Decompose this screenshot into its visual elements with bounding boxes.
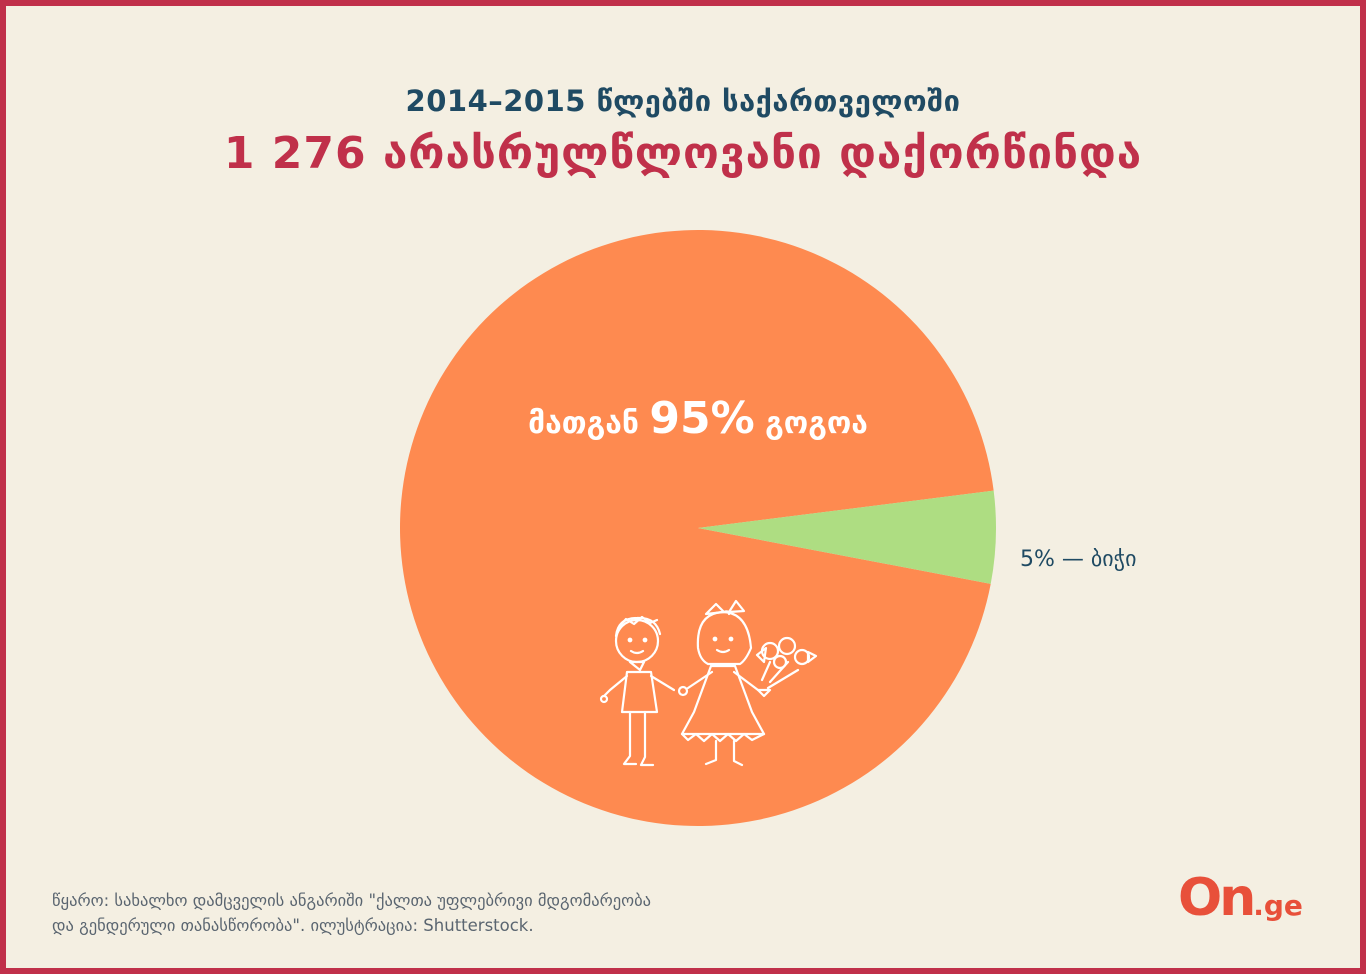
site-logo[interactable]: On.ge bbox=[1178, 868, 1303, 928]
children-illustration bbox=[599, 599, 818, 767]
slice-label-boys: 5% — ბიჭი bbox=[1020, 547, 1137, 572]
slice-label-girls: მათგან 95% გოგოა bbox=[528, 393, 868, 444]
title-line-1: 2014–2015 წლებში საქართველოში bbox=[405, 84, 961, 118]
source-note-line-1: წყარო: სახალხო დამცველის ანგარიში "ქალთა… bbox=[52, 891, 651, 910]
boy-drawing bbox=[599, 615, 676, 767]
logo-suffix-text: .ge bbox=[1253, 889, 1303, 922]
pie-slice-boys bbox=[698, 490, 996, 584]
girl-drawing bbox=[677, 599, 766, 767]
pie-slice-girls bbox=[399, 229, 994, 826]
source-note-line-2: და გენდერული თანასწორობა". ილუსტრაცია: S… bbox=[52, 916, 534, 935]
title-line-2: 1 276 არასრულწლოვანი დაქორწინდა bbox=[223, 128, 1143, 179]
source-note: წყარო: სახალხო დამცველის ანგარიში "ქალთა… bbox=[52, 888, 651, 938]
flower-bouquet-drawing bbox=[755, 636, 818, 698]
logo-main-text: On bbox=[1178, 868, 1256, 928]
